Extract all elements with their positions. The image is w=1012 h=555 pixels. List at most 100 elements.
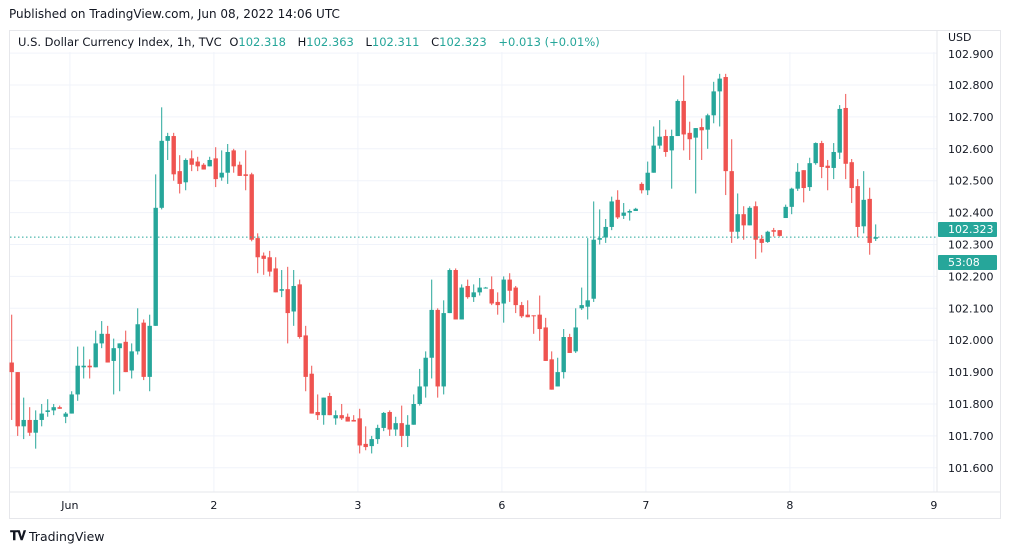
time-tick-label: 6 — [498, 499, 505, 512]
ohlc-legend: U.S. Dollar Currency Index, 1h, TVC O102… — [18, 35, 604, 49]
candle-body — [555, 372, 560, 387]
bar-countdown-bg — [938, 255, 997, 270]
candle — [753, 201, 758, 259]
candle — [243, 150, 248, 191]
candle-body — [351, 419, 356, 422]
candle — [357, 408, 362, 454]
candle-body — [669, 136, 674, 151]
candle — [45, 399, 50, 417]
candle-body — [513, 287, 518, 306]
candle — [825, 159, 830, 191]
time-tick-label: Jun — [60, 499, 78, 512]
candle — [663, 129, 668, 157]
candle-body — [423, 357, 428, 387]
candle-body — [207, 159, 212, 167]
candle-body — [243, 174, 248, 176]
candle-body — [279, 289, 284, 291]
tradingview-logo-icon[interactable]: 𝐓𝐕 — [10, 529, 26, 544]
candle-body — [87, 365, 92, 368]
candle — [435, 308, 440, 398]
candle — [351, 415, 356, 422]
candle-body — [45, 410, 50, 412]
candle — [399, 405, 404, 448]
candle-body — [663, 136, 668, 152]
last-price-value: 102.323 — [948, 223, 994, 236]
candle-body — [123, 341, 128, 373]
candle — [603, 218, 608, 243]
candle-body — [153, 207, 158, 326]
candle-body — [471, 292, 476, 298]
time-axis: Jun 2 3 6 7 8 9 — [60, 499, 937, 512]
chart-frame — [9, 30, 1001, 519]
candle — [705, 113, 710, 149]
candle-body — [771, 230, 776, 232]
candle — [579, 287, 584, 310]
candle-body — [387, 411, 392, 430]
candle — [801, 170, 806, 203]
candle — [633, 207, 638, 212]
candle-body — [105, 333, 110, 363]
candle-body — [591, 239, 596, 299]
candle-body — [453, 270, 458, 320]
candle — [219, 150, 224, 181]
brand-name[interactable]: TradingView — [29, 529, 105, 544]
candle-body — [843, 107, 848, 164]
candle — [279, 270, 284, 298]
candle — [861, 171, 866, 234]
candle-body — [411, 404, 416, 425]
candle — [267, 250, 272, 277]
candle-body — [405, 424, 410, 436]
footer: 𝐓𝐕 TradingView — [10, 529, 105, 544]
candle-body — [117, 343, 122, 349]
price-tick-label: 102.800 — [948, 79, 994, 92]
candle-body — [339, 415, 344, 419]
candle — [759, 234, 764, 253]
candle-body — [801, 170, 806, 189]
candle-body — [525, 314, 530, 318]
candle-body — [333, 415, 338, 419]
time-tick-label: 7 — [642, 499, 649, 512]
candle-body — [519, 305, 524, 317]
candle — [639, 182, 644, 194]
candle-body — [531, 315, 536, 317]
candle — [765, 230, 770, 243]
candle-body — [759, 238, 764, 243]
candle-body — [39, 413, 44, 420]
price-tick-label: 101.900 — [948, 366, 994, 379]
candle — [21, 397, 26, 440]
candle — [99, 321, 104, 349]
candle — [813, 142, 818, 165]
candle — [9, 314, 14, 420]
last-price-badge: 102.323 53:08 — [938, 222, 997, 270]
candle — [525, 300, 530, 318]
candle — [33, 410, 38, 449]
candle — [117, 343, 122, 392]
candle-body — [375, 427, 380, 440]
candle-body — [681, 100, 686, 135]
candle — [27, 407, 32, 436]
candle-body — [165, 136, 170, 141]
candle — [537, 295, 542, 341]
candle-body — [213, 158, 218, 180]
close-label: C — [431, 35, 440, 49]
candle — [867, 187, 872, 255]
candle — [255, 233, 260, 274]
candle-body — [537, 314, 542, 330]
candle — [411, 394, 416, 425]
candle — [687, 121, 692, 160]
candle — [513, 285, 518, 314]
candle-body — [429, 309, 434, 358]
candle — [363, 426, 368, 451]
candle — [561, 329, 566, 379]
candle-body — [57, 407, 62, 409]
candle — [225, 144, 230, 184]
symbol-title[interactable]: U.S. Dollar Currency Index, 1h, TVC — [18, 35, 222, 49]
candle — [123, 330, 128, 373]
candle-body — [807, 163, 812, 188]
grid — [10, 30, 1001, 493]
candle — [249, 172, 254, 242]
candle — [309, 365, 314, 414]
candle — [465, 279, 470, 299]
candle-body — [873, 237, 878, 239]
